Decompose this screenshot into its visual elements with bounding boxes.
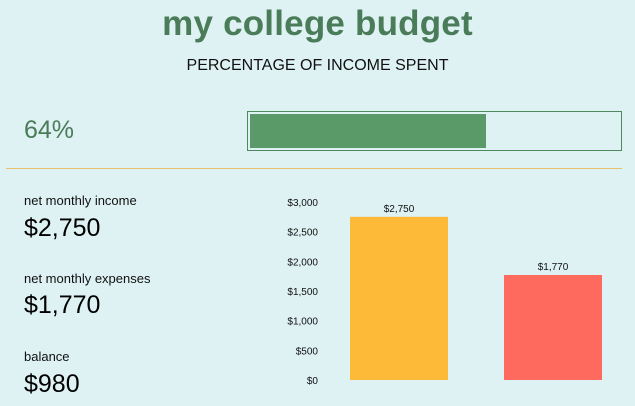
percentage-spent-value: 64% [24, 116, 75, 144]
income-bar [350, 216, 448, 380]
expenses-value: $1,770 [24, 291, 101, 319]
page-title: my college budget [162, 4, 473, 43]
y-tick-label: $0 [307, 376, 319, 387]
section-divider [6, 168, 622, 169]
y-tick-label: $3,000 [287, 198, 318, 209]
balance-value: $980 [24, 370, 80, 398]
balance-label: balance [24, 349, 70, 364]
expenses-label: net monthly expenses [24, 271, 151, 286]
bar-data-label: $1,770 [538, 262, 569, 273]
y-tick-label: $1,500 [287, 287, 318, 298]
y-tick-label: $2,000 [287, 257, 318, 268]
y-tick-label: $500 [296, 346, 319, 357]
expenses-bar [504, 274, 602, 380]
page-subtitle: PERCENTAGE OF INCOME SPENT [186, 57, 449, 74]
income-expense-bar-chart: $0 $500 $1,000 $1,500 $2,000 $2,500 $3,000 $2,7… [287, 198, 602, 387]
progress-bar [247, 111, 622, 151]
income-value: $2,750 [24, 214, 101, 242]
progress-fill [250, 114, 486, 148]
bar-data-label: $2,750 [384, 204, 415, 215]
y-tick-label: $2,500 [287, 228, 318, 239]
income-label: net monthly income [24, 193, 137, 208]
y-tick-label: $1,000 [287, 317, 318, 328]
